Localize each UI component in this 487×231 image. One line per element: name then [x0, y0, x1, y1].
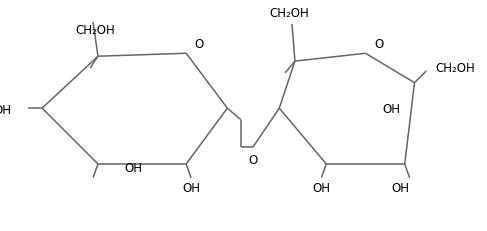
Text: CH₂OH: CH₂OH	[75, 24, 115, 37]
Text: OH: OH	[124, 162, 142, 175]
Text: CH₂OH: CH₂OH	[270, 7, 310, 21]
Text: CH₂OH: CH₂OH	[436, 62, 476, 75]
Text: OH: OH	[0, 104, 11, 117]
Text: OH: OH	[313, 182, 331, 195]
Text: OH: OH	[382, 103, 400, 116]
Text: OH: OH	[182, 182, 200, 195]
Text: OH: OH	[391, 182, 409, 195]
Text: O: O	[374, 38, 383, 52]
Text: O: O	[195, 38, 204, 52]
Text: O: O	[248, 154, 258, 167]
